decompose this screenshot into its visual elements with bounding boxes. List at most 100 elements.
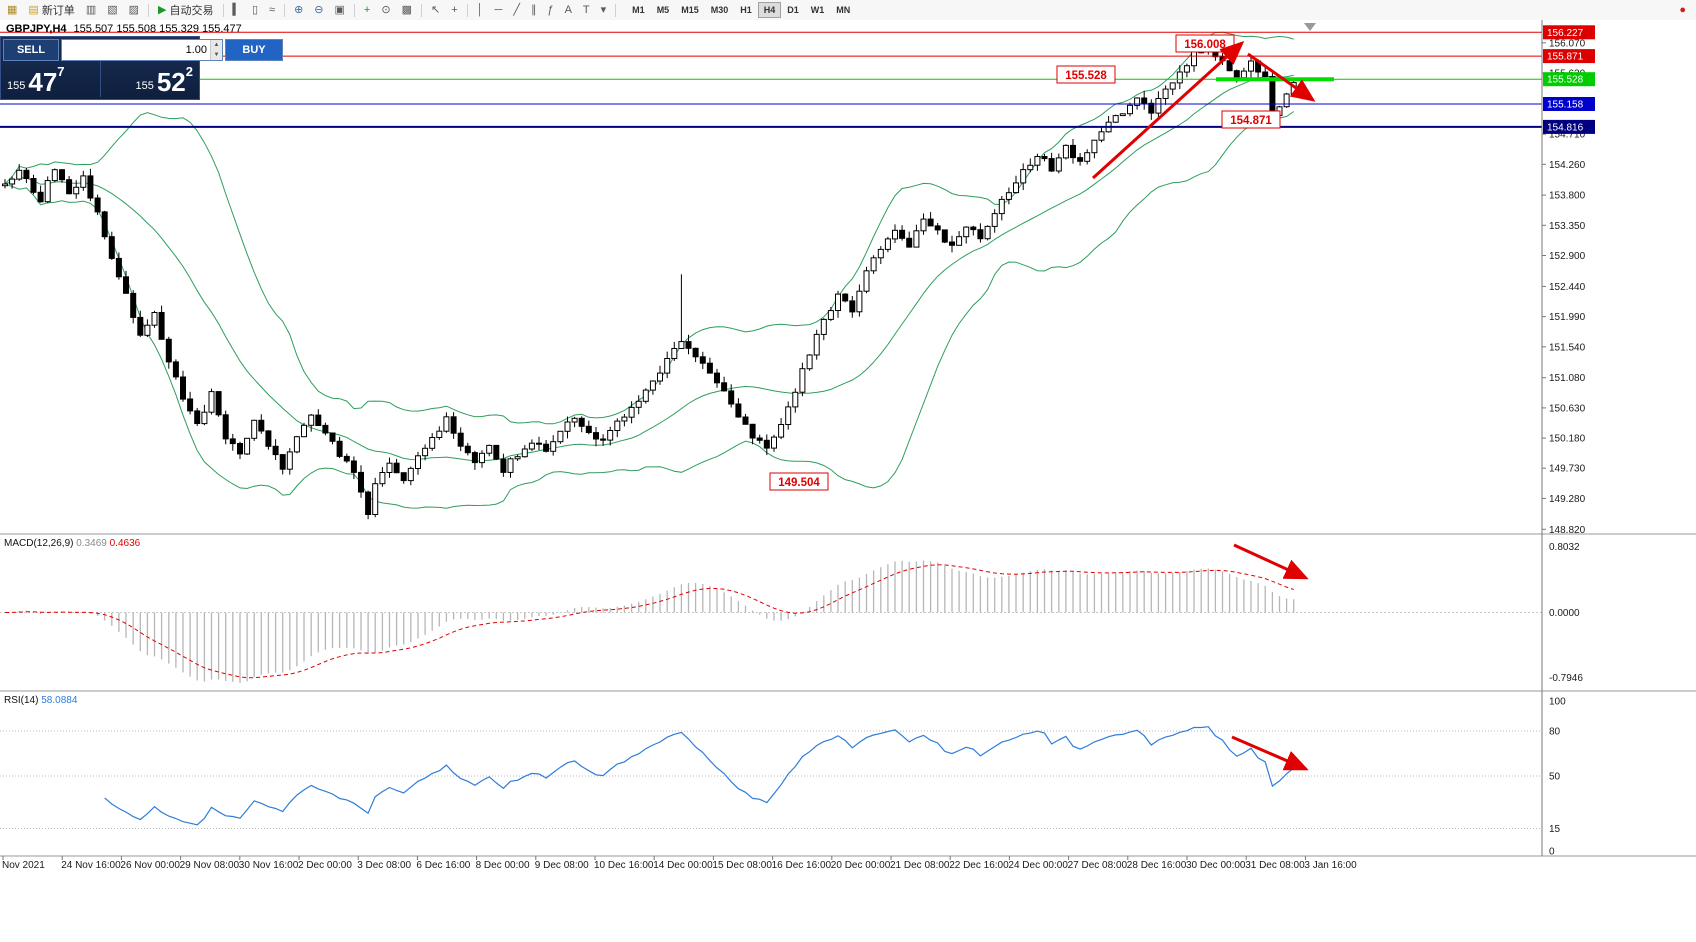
- timeframe-mn[interactable]: MN: [836, 5, 851, 15]
- price-axis[interactable]: 156.070155.620154.710154.260153.800153.3…: [1542, 25, 1595, 858]
- trend-arrow[interactable]: [1231, 735, 1309, 771]
- time-tick-label: 2 Dec 00:00: [298, 860, 352, 871]
- templates-button[interactable]: ▩: [397, 0, 417, 20]
- arrows-button[interactable]: ▾: [596, 0, 612, 20]
- indicators-button[interactable]: +: [359, 0, 375, 20]
- charts-window-icon-glyph: ▦: [7, 3, 18, 16]
- bid-pipette: 7: [57, 64, 65, 79]
- price-marker-label: [1543, 72, 1595, 87]
- price-annotation-box[interactable]: [769, 472, 829, 491]
- fibonacci-button[interactable]: ƒ: [542, 0, 558, 20]
- tile-windows-button[interactable]: ▣: [330, 0, 350, 20]
- channel-button[interactable]: ∥: [526, 0, 542, 20]
- price-marker-text: 154.816: [1547, 122, 1584, 133]
- trend-arrow[interactable]: [1247, 52, 1316, 102]
- macd-pane: [0, 560, 1542, 683]
- vertical-line-button[interactable]: │: [472, 0, 489, 20]
- toolbar-separator: [353, 3, 355, 17]
- chart-shift-marker[interactable]: [1304, 23, 1316, 31]
- macd-histogram: [11, 560, 1295, 683]
- price-annotation-box[interactable]: [1056, 65, 1116, 84]
- price-marker-label: [1543, 49, 1595, 64]
- bid-big-figure: 155: [7, 80, 26, 92]
- volume-spinner: ▲ ▼: [210, 40, 222, 60]
- label-button[interactable]: T: [578, 0, 595, 20]
- time-tick-label: 14 Dec 00:00: [653, 860, 713, 871]
- ohlc-quotes-label: 155.507 155.508 155.329 155.477: [73, 23, 242, 35]
- volume-increment-button[interactable]: ▲: [210, 40, 222, 50]
- rsi-scale-label: 80: [1549, 727, 1561, 738]
- rsi-scale-label: 0: [1549, 847, 1555, 858]
- time-tick-label: 3 Dec 08:00: [357, 860, 411, 871]
- data-window-icon[interactable]: ▨: [124, 0, 144, 20]
- time-tick-label: 29 Nov 08:00: [180, 860, 240, 871]
- time-tick-label: 28 Dec 16:00: [1127, 860, 1187, 871]
- text-button[interactable]: A: [560, 0, 577, 20]
- volume-decrement-button[interactable]: ▼: [210, 50, 222, 60]
- time-tick-label: 31 Dec 08:00: [1245, 860, 1305, 871]
- periods-button[interactable]: ⊙: [376, 0, 395, 20]
- chart-list-icon-glyph: ▥: [85, 3, 97, 16]
- timeframe-h4[interactable]: H4: [757, 2, 782, 18]
- crosshair-button[interactable]: +: [446, 0, 462, 20]
- charts-window-icon[interactable]: ▦: [2, 0, 22, 20]
- zoom-in-button[interactable]: ⊕: [289, 0, 308, 20]
- price-marker-label: [1543, 97, 1595, 111]
- ask-price: 155 52 2: [101, 61, 198, 97]
- arrows-button-glyph: ▾: [600, 3, 607, 16]
- timeframe-d1[interactable]: D1: [787, 5, 799, 15]
- line-chart-button[interactable]: ≈: [264, 0, 280, 20]
- price-marker-text: 155.871: [1547, 52, 1584, 63]
- timeframe-m5[interactable]: M5: [656, 5, 670, 15]
- trendline-button[interactable]: ╱: [508, 0, 525, 20]
- price-tick-label: 151.540: [1549, 342, 1586, 353]
- periods-button-glyph: ⊙: [381, 3, 391, 16]
- toolbar-separator: [222, 3, 224, 17]
- zoom-out-button-glyph: ⊖: [314, 3, 324, 16]
- toolbar-separator: [148, 3, 150, 17]
- rsi-scale-label: 50: [1549, 772, 1561, 783]
- volume-input[interactable]: [62, 40, 210, 60]
- timeframe-m30[interactable]: M30: [710, 5, 729, 15]
- price-tick-label: 156.070: [1549, 38, 1586, 49]
- price-marker-text: 156.227: [1547, 28, 1584, 39]
- price-tick-label: 153.350: [1549, 221, 1586, 232]
- chart-canvas[interactable]: 156.070155.620154.710154.260153.800153.3…: [0, 20, 1696, 942]
- horizontal-line-button[interactable]: ─: [490, 0, 508, 20]
- sell-button[interactable]: SELL: [3, 39, 59, 61]
- profiles-icon[interactable]: ▧: [102, 0, 122, 20]
- price-annotation-box[interactable]: [1221, 110, 1281, 129]
- trendline-button-glyph: ╱: [513, 3, 520, 16]
- price-marker-text: 155.158: [1547, 100, 1584, 111]
- toolbar-separator: [284, 3, 286, 17]
- trend-arrow[interactable]: [1233, 543, 1309, 580]
- time-axis[interactable]: Nov 2021 24 Nov 16:00 26 Nov 00:00 29 Nov 0…: [2, 856, 1357, 871]
- ask-big-figure: 155: [135, 80, 154, 92]
- chart-list-icon[interactable]: ▥: [81, 0, 101, 20]
- new-order-button[interactable]: ▤ 新订单: [23, 0, 79, 20]
- timeframe-w1[interactable]: W1: [810, 5, 825, 15]
- macd-label: MACD(12,26,9) 0.3469 0.4636: [4, 538, 141, 549]
- timeframe-m15[interactable]: M15: [681, 5, 699, 15]
- price-tick-label: 149.280: [1549, 494, 1586, 505]
- community-icon[interactable]: ●: [1679, 4, 1686, 16]
- volume-field: ▲ ▼: [61, 39, 223, 61]
- zoom-out-button[interactable]: ⊖: [309, 0, 328, 20]
- bar-chart-button[interactable]: ▍: [228, 0, 246, 20]
- timeframe-m1[interactable]: M1: [632, 5, 645, 15]
- price-tick-label: 153.800: [1549, 191, 1586, 202]
- trend-arrow[interactable]: [1091, 40, 1245, 180]
- cursor-button[interactable]: ↖: [426, 0, 445, 20]
- candlestick-button[interactable]: ▯: [247, 0, 263, 20]
- macd-scale-label: 0.0000: [1549, 608, 1580, 619]
- time-tick-label: Nov 2021: [2, 860, 45, 871]
- time-tick-label: 3 Jan 16:00: [1304, 860, 1357, 871]
- autotrading-button[interactable]: ▶ 自动交易: [153, 0, 218, 20]
- time-tick-label: 30 Dec 00:00: [1186, 860, 1246, 871]
- time-tick-label: 9 Dec 08:00: [535, 860, 589, 871]
- label-button-glyph: T: [582, 3, 590, 16]
- time-tick-label: 24 Nov 16:00: [61, 860, 121, 871]
- timeframe-h1[interactable]: H1: [740, 5, 752, 15]
- toolbar-separator: [420, 3, 422, 17]
- buy-button[interactable]: BUY: [225, 39, 283, 61]
